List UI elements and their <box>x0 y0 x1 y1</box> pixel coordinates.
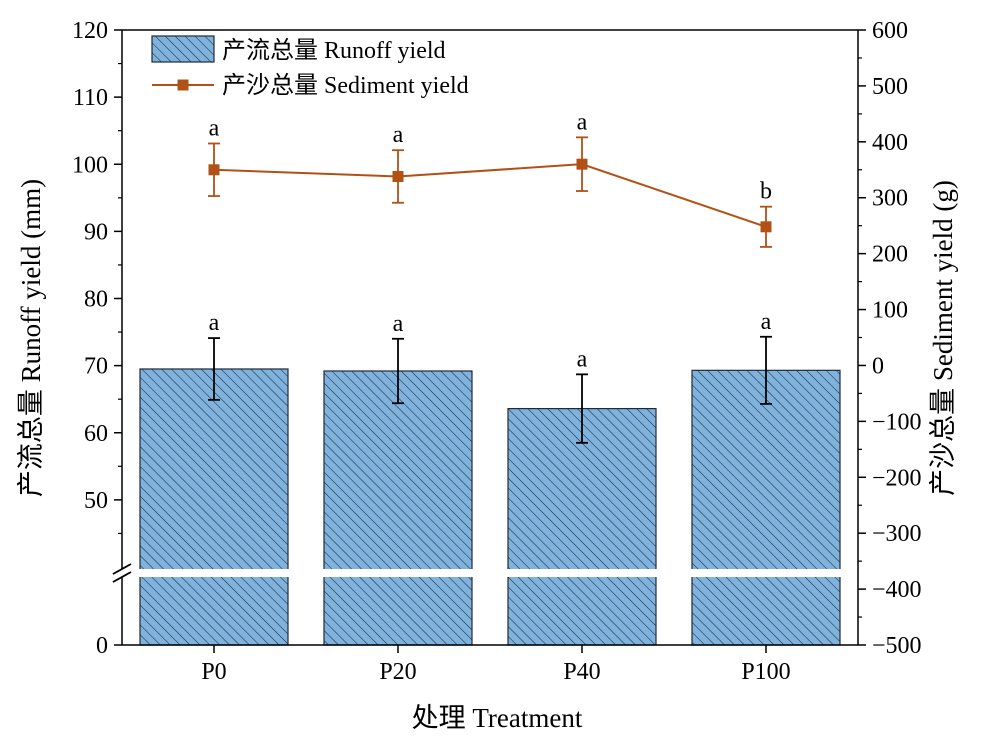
right-tick-label: 400 <box>872 130 908 156</box>
line-significance-label: b <box>760 179 772 205</box>
x-tick-label: P40 <box>563 659 600 685</box>
x-tick-label: P0 <box>201 659 226 685</box>
left-tick-label: 100 <box>72 152 108 178</box>
legend-bar-swatch <box>151 35 215 63</box>
x-tick-label: P100 <box>741 659 790 685</box>
right-tick-label: 300 <box>872 186 908 212</box>
left-tick-label: 120 <box>72 18 108 44</box>
left-tick-label: 50 <box>84 488 108 514</box>
bar-significance-label: a <box>577 346 588 372</box>
sediment-line <box>213 163 767 228</box>
right-tick-label: 600 <box>872 18 908 44</box>
bar-P40 <box>507 407 657 646</box>
bar-P20 <box>323 370 473 646</box>
axis-break-mark <box>112 571 132 583</box>
left-tick-label: 60 <box>84 421 108 447</box>
line-significance-label: a <box>577 109 588 135</box>
right-tick-label: −100 <box>872 409 922 435</box>
legend-line-label: 产沙总量 Sediment yield <box>222 72 469 99</box>
bar-significance-label: a <box>393 311 404 337</box>
x-tick-label: P20 <box>379 659 416 685</box>
right-tick-label: −500 <box>872 633 922 659</box>
left-tick-label: 90 <box>84 219 108 245</box>
right-tick-label: 200 <box>872 242 908 268</box>
legend-line-marker <box>177 79 189 91</box>
bar-P0 <box>139 368 289 646</box>
legend-bar-label: 产流总量 Runoff yield <box>222 37 446 64</box>
line-significance-label: a <box>209 115 220 141</box>
sediment-point-P0 <box>208 164 220 176</box>
line-significance-label: a <box>393 122 404 148</box>
left-axis-label: 产流总量 Runoff yield (mm) <box>16 179 46 497</box>
left-tick-label: 80 <box>84 287 108 313</box>
axis-break-mark <box>112 563 132 575</box>
left-tick-label: 110 <box>73 85 108 111</box>
right-tick-label: 100 <box>872 298 908 324</box>
x-axis-label: 处理 Treatment <box>412 703 583 733</box>
left-tick-label: 70 <box>84 354 108 380</box>
sediment-point-P40 <box>576 158 588 170</box>
bar-significance-label: a <box>761 309 772 335</box>
right-tick-label: −400 <box>872 577 922 603</box>
sediment-point-P20 <box>392 170 404 182</box>
right-tick-label: −300 <box>872 521 922 547</box>
bar-significance-label: a <box>209 310 220 336</box>
axis-break-gap <box>123 569 857 577</box>
bar-P100 <box>691 369 841 646</box>
right-tick-label: 0 <box>872 353 884 379</box>
sediment-point-P100 <box>760 221 772 233</box>
left-tick-label: 0 <box>96 633 108 659</box>
plot-area: a a a a a a a b 0 50 60 70 80 90 100 110 120 −500 −400 −300… <box>72 18 922 685</box>
right-tick-label: 500 <box>872 74 908 100</box>
right-axis-label: 产沙总量 Sediment yield (g) <box>928 180 958 496</box>
right-tick-label: −200 <box>872 465 922 491</box>
